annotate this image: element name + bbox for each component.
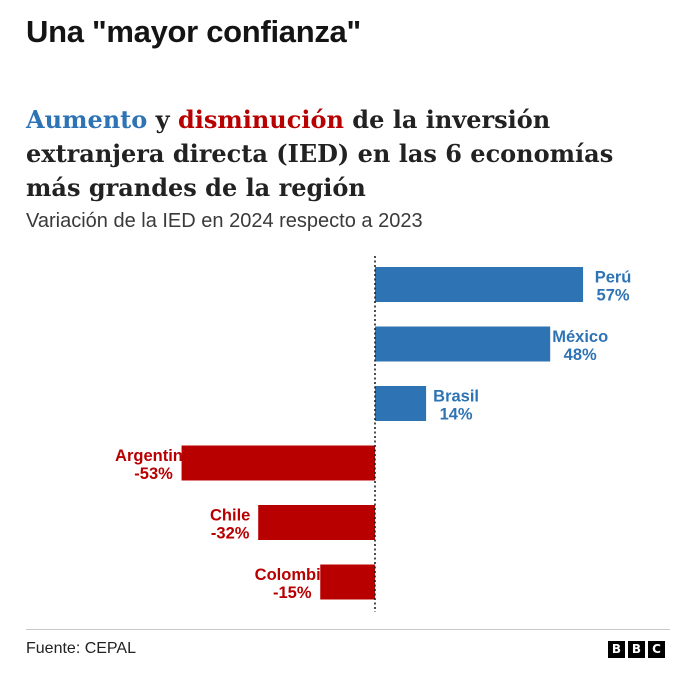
value-label: 14% [440, 406, 473, 424]
value-label: -32% [211, 525, 250, 543]
logo-letter: B [628, 641, 645, 658]
value-label: 57% [597, 287, 630, 305]
title-rest: de la inversión extranjera directa (IED)… [26, 105, 614, 202]
logo-letter: C [648, 641, 665, 658]
value-label: -15% [273, 584, 312, 602]
bar-2 [375, 386, 427, 421]
bbc-logo: B B C [608, 641, 665, 658]
headline: Una "mayor confianza" [26, 14, 361, 49]
bar-1 [375, 326, 551, 362]
category-label: Colombia [255, 566, 331, 584]
category-label: Chile [210, 507, 250, 525]
source-note: Fuente: CEPAL [26, 640, 136, 657]
category-label: Perú [595, 269, 632, 287]
chart-subtitle: Variación de la IED en 2024 respecto a 2… [26, 210, 423, 232]
title-decrease-word: disminución [177, 105, 344, 134]
title-increase-word: Aumento [26, 105, 148, 134]
value-label: 48% [564, 346, 597, 364]
chart-title: Aumento y disminución de la inversión ex… [26, 103, 656, 205]
category-label: Argentina [115, 447, 193, 465]
value-label: -53% [134, 465, 173, 483]
title-connector: y [147, 105, 178, 134]
logo-letter: B [608, 641, 625, 658]
category-label: Brasil [433, 388, 479, 406]
bar-4 [258, 505, 375, 540]
bar-5 [320, 564, 375, 600]
bar-3 [181, 445, 375, 481]
bar-0 [375, 267, 584, 302]
footer-divider [26, 629, 670, 630]
category-label: México [552, 328, 608, 346]
